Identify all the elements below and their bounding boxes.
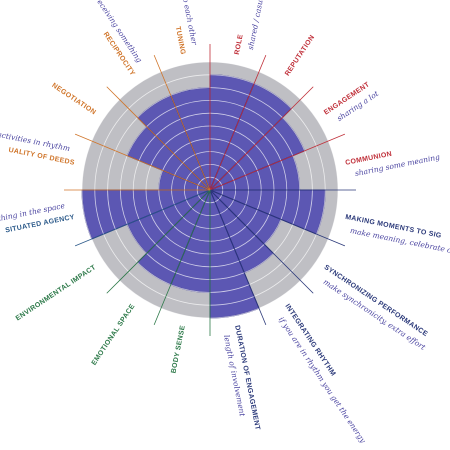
axis-label: TUNING — [174, 26, 187, 56]
axis-label: ENVIRONMENTAL IMPACT — [15, 264, 98, 323]
spoke — [209, 54, 267, 191]
spoke — [74, 189, 211, 247]
axis-label: SYNCHRONIZING PERFORMANCE — [323, 264, 429, 338]
handwritten-note: make synchronicity, extra effort — [322, 277, 428, 352]
spoke — [106, 86, 211, 191]
spoke — [209, 133, 346, 191]
spoke — [209, 189, 314, 294]
axis-label: REPUTATION — [284, 34, 316, 77]
spoke — [209, 189, 267, 326]
axis-label: NEGOTIATION — [50, 82, 97, 116]
handwritten-note: shared / casual — [246, 0, 266, 51]
spoke — [209, 189, 346, 247]
spoke — [209, 86, 314, 191]
handwritten-note: if you are in rhythm you get the energy — [277, 315, 368, 445]
spoke — [74, 133, 211, 191]
axis-label: EMOTIONAL SPACE — [91, 303, 137, 367]
spoke — [153, 54, 211, 191]
axis-label: ROLE — [234, 34, 245, 56]
axis-label: BODY SENSE — [170, 325, 186, 374]
spoke — [106, 189, 211, 294]
spoke — [153, 189, 211, 326]
